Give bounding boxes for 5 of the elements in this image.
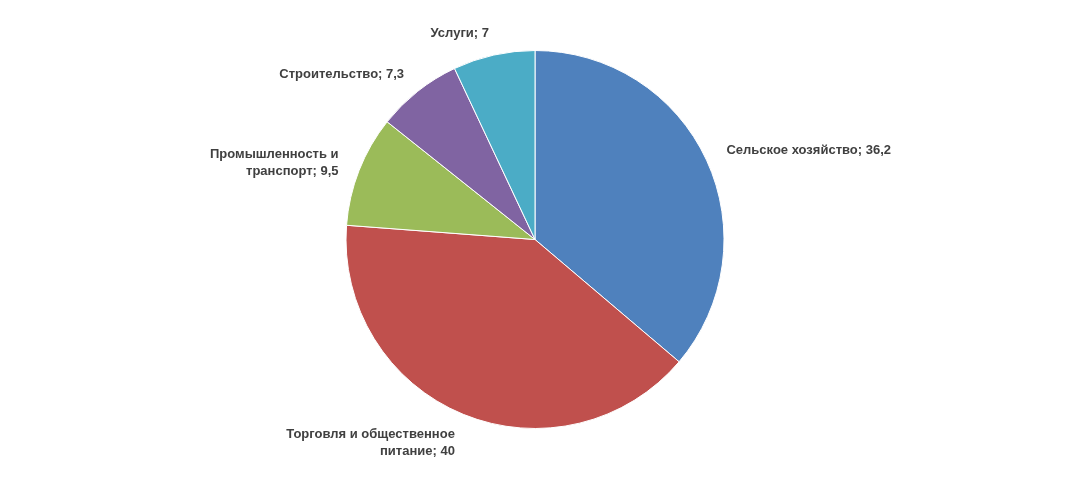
slice-label: Строительство; 7,3 (279, 65, 405, 81)
slice-label: Промышленность и транспорт; 9,5 (209, 145, 339, 178)
slice-label: Сельское хозяйство; 36,2 (726, 142, 892, 158)
slice-label: Торговля и общественное питание; 40 (286, 426, 455, 459)
slice-label: Услуги; 7 (430, 25, 489, 41)
